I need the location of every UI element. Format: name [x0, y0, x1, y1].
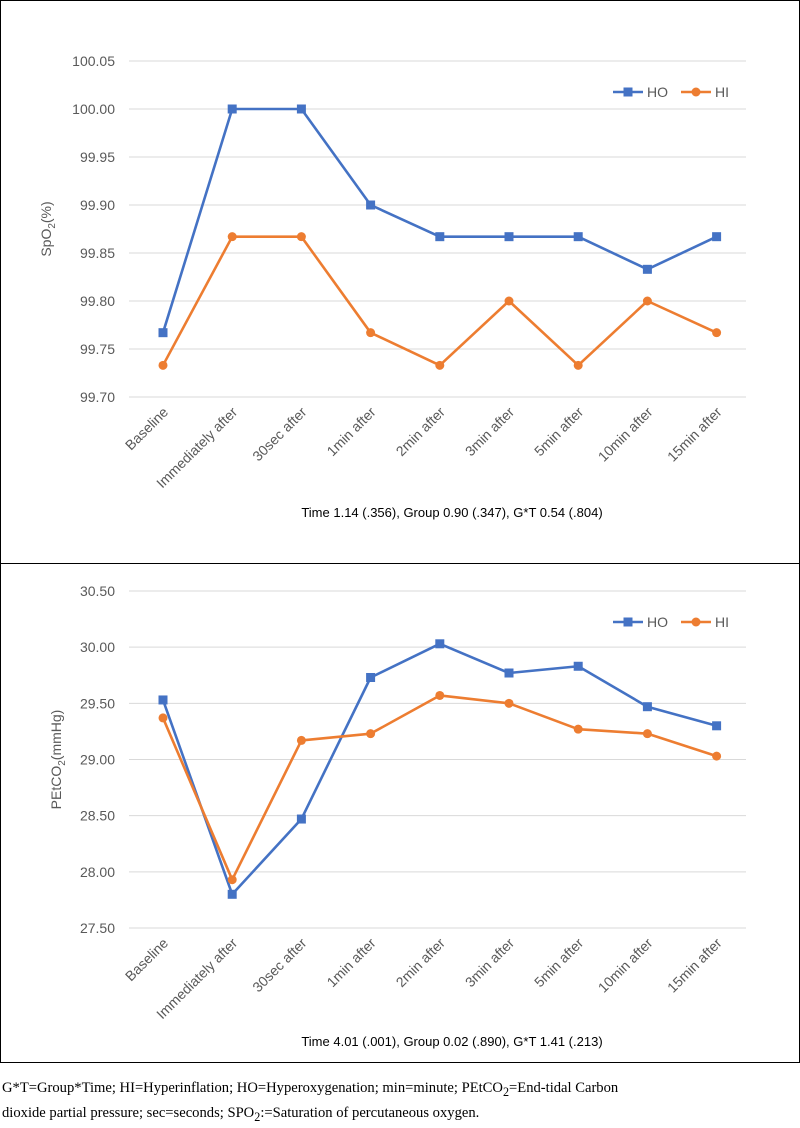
- legend-marker-hi: [691, 87, 701, 97]
- data-point-hi: [296, 232, 306, 242]
- data-point-ho: [504, 232, 514, 242]
- y-tick-label: 29.00: [80, 752, 115, 768]
- y-axis-label-main: SpO: [38, 229, 54, 257]
- footnote: G*T=Group*Time; HI=Hyperinflation; HO=Hy…: [2, 1078, 792, 1128]
- legend-label-hi: HI: [715, 84, 729, 100]
- data-point-hi: [504, 698, 514, 708]
- data-point-hi: [435, 360, 445, 370]
- legend-label-ho: HO: [647, 84, 668, 100]
- y-axis-label-suffix: (mmHg): [48, 710, 64, 761]
- data-point-hi: [573, 360, 583, 370]
- data-point-hi: [296, 735, 306, 745]
- spo2-chart: 100.05 100.00 99.95 99.90 99.85 99.80 99.75 99.…: [38, 53, 746, 520]
- data-point-hi: [366, 729, 376, 739]
- series-line-ho: [161, 107, 718, 334]
- data-point-ho: [366, 672, 376, 682]
- y-axis-label-suffix: (%): [38, 201, 54, 223]
- data-point-hi: [435, 690, 445, 700]
- legend-label-ho: HO: [647, 614, 668, 630]
- y-tick-label: 27.50: [80, 920, 115, 936]
- x-tick-label: 2min after: [393, 404, 449, 460]
- series-line-ho: [161, 642, 717, 896]
- x-tick-label: 3min after: [462, 935, 518, 991]
- data-point-ho: [296, 104, 306, 114]
- y-tick-label: 99.90: [80, 197, 115, 213]
- y-tick-label: 99.95: [80, 149, 115, 165]
- y-axis-label-sub: 2: [57, 760, 68, 766]
- x-tick-label: Baseline: [122, 935, 171, 984]
- data-point-hi: [504, 296, 514, 306]
- y-axis-label-main: PEtCO: [48, 766, 64, 810]
- stats-text: Time 1.14 (.356), Group 0.90 (.347), G*T…: [301, 505, 602, 520]
- y-axis-label: SpO2(%): [38, 201, 58, 256]
- data-point-ho: [712, 232, 722, 242]
- spo2-chart-panel: 100.05 100.00 99.95 99.90 99.85 99.80 99.75 99.…: [0, 0, 800, 564]
- x-tick-label: 10min after: [595, 935, 656, 996]
- data-point-ho: [642, 264, 652, 274]
- data-point-ho: [158, 695, 168, 705]
- x-tick-label: 30sec after: [249, 404, 310, 465]
- data-point-ho: [158, 328, 168, 338]
- series-line-hi: [161, 694, 718, 881]
- x-tick-label: 5min after: [531, 404, 587, 460]
- x-tick-label: 10min after: [595, 404, 656, 465]
- y-axis-label: PEtCO2(mmHg): [48, 710, 68, 810]
- y-tick-label: 99.75: [80, 341, 115, 357]
- data-point-ho: [296, 814, 306, 824]
- data-point-hi: [642, 729, 652, 739]
- legend-label-hi: HI: [715, 614, 729, 630]
- x-tick-label: 3min after: [462, 404, 518, 460]
- y-axis-label-sub: 2: [47, 223, 58, 229]
- data-point-hi: [712, 328, 722, 338]
- data-point-hi: [158, 713, 168, 723]
- footnote-line1-sub: 2: [502, 1084, 510, 1099]
- data-point-ho: [642, 702, 652, 712]
- footnote-line2-end: :=Saturation of percutaneous oxygen.: [260, 1104, 480, 1121]
- data-point-ho: [227, 889, 237, 899]
- data-point-ho: [227, 104, 237, 114]
- y-tick-label: 99.85: [80, 245, 115, 261]
- data-point-ho: [366, 200, 376, 210]
- y-tick-label: 99.80: [80, 293, 115, 309]
- petco2-chart-panel: 30.50 30.00 29.50 29.00 28.50 28.00 27.50 PEtCO…: [0, 563, 800, 1063]
- petco2-chart: 30.50 30.00 29.50 29.00 28.50 28.00 27.50 PEtCO…: [48, 583, 746, 1049]
- data-point-hi: [642, 296, 652, 306]
- x-tick-label: 15min after: [664, 935, 725, 996]
- y-tick-label: 30.00: [80, 639, 115, 655]
- legend-marker-hi: [691, 617, 701, 627]
- footnote-line1-end: =End-tidal Carbon: [509, 1080, 619, 1096]
- y-tick-label: 30.50: [80, 583, 115, 599]
- data-point-ho: [573, 232, 583, 242]
- data-point-ho: [573, 661, 583, 671]
- footnote-line2-sub: 2: [254, 1109, 261, 1124]
- footnote-line1: G*T=Group*Time; HI=Hyperinflation; HO=Hy…: [2, 1080, 503, 1096]
- x-tick-label: 30sec after: [249, 935, 310, 996]
- data-point-hi: [366, 328, 376, 338]
- data-point-hi: [712, 751, 722, 761]
- x-tick-label: 1min after: [323, 404, 379, 460]
- data-point-ho: [712, 721, 722, 731]
- y-tick-label: 28.50: [80, 808, 115, 824]
- y-tick-label: 28.00: [80, 864, 115, 880]
- data-point-ho: [504, 668, 514, 678]
- legend-marker-ho: [623, 87, 633, 97]
- data-point-hi: [573, 724, 583, 734]
- x-tick-label: 5min after: [531, 935, 587, 991]
- y-tick-label: 100.05: [72, 53, 115, 69]
- stats-text: Time 4.01 (.001), Group 0.02 (.890), G*T…: [301, 1034, 602, 1049]
- x-tick-label: 15min after: [664, 404, 725, 465]
- legend-marker-ho: [623, 617, 633, 627]
- footnote-line2: dioxide partial pressure; sec=seconds; S…: [2, 1104, 255, 1121]
- x-tick-label: Baseline: [122, 404, 171, 453]
- data-point-hi: [158, 360, 168, 370]
- y-tick-label: 99.70: [80, 389, 115, 405]
- data-point-hi: [227, 875, 237, 885]
- y-tick-label: 100.00: [72, 101, 115, 117]
- x-tick-label: 1min after: [323, 935, 379, 991]
- y-tick-label: 29.50: [80, 695, 115, 711]
- data-point-ho: [435, 639, 445, 649]
- x-tick-label: 2min after: [393, 935, 449, 991]
- data-point-hi: [227, 232, 237, 242]
- data-point-ho: [435, 232, 445, 242]
